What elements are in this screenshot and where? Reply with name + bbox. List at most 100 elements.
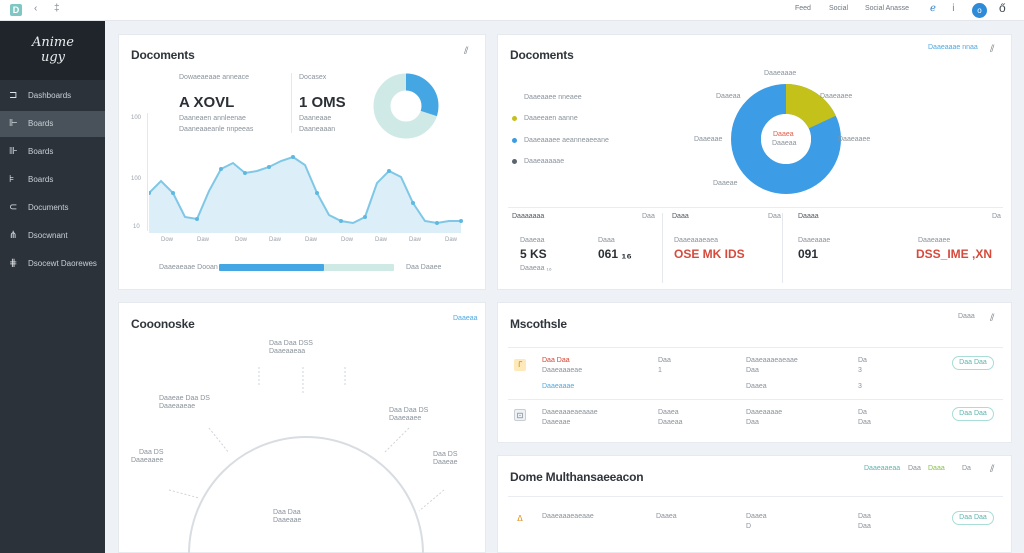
card-link[interactable]: Daaa <box>928 465 945 472</box>
row-cell: Daaeaaaeaeaae <box>746 357 798 364</box>
multi-card: Dome Multhansaeeacon Daaeaaeaa Daa Daaa … <box>497 455 1012 553</box>
sidebar-item-dsocewt-daorewes[interactable]: ⋕ Dsocewt Daorewes <box>0 251 105 277</box>
card-link[interactable]: Da <box>962 465 971 472</box>
stat-head: Da <box>992 213 1001 220</box>
area-dots <box>149 155 463 225</box>
arc-diagram-card: Cooonoske Daaeaa Daa Daa DSS Daaeaaeaa D… <box>118 302 486 553</box>
row-cell: Daa <box>746 419 759 426</box>
legend-dot <box>512 95 517 100</box>
app-logo[interactable]: D <box>10 4 22 16</box>
warning-icon: ᐃ <box>514 513 526 525</box>
row-title: Daa Daa <box>542 357 570 364</box>
arc-line <box>188 436 424 553</box>
x-axis-label: Daw <box>197 237 210 243</box>
settings-icon[interactable]: ő <box>999 1 1006 15</box>
info-icon[interactable]: ⅰ <box>952 3 955 14</box>
row-cell: 3 <box>858 383 862 390</box>
divider <box>662 213 663 283</box>
x-axis-label: Dow <box>341 237 354 243</box>
x-axis-label: Dow <box>161 237 174 243</box>
sidebar-item-label: Boards <box>28 119 54 128</box>
sidebar-item-dashboards[interactable]: ⊐ Dashboards <box>0 83 105 109</box>
stat-value: 1 OMS <box>299 94 346 111</box>
stat-note-value: DSS_IME ,XN <box>916 247 993 261</box>
connector-line <box>383 427 410 454</box>
node-label: Daa DS <box>433 451 458 458</box>
row-title: Daaeaaaeaeaaae <box>542 409 598 416</box>
menu-icon[interactable]: ‡ <box>54 3 60 14</box>
dashboard-icon: ⊐ <box>9 90 18 101</box>
stat-head: Daa <box>642 213 655 220</box>
row-cell: Da <box>858 409 867 416</box>
card-title: Dome Multhansaeeacon <box>510 470 644 484</box>
row-action-button[interactable]: Daa Daa <box>952 511 994 525</box>
account-icon[interactable]: ℯ <box>930 3 936 14</box>
area-point <box>149 191 151 195</box>
share-icon[interactable]: ⫽ <box>990 464 995 475</box>
nav-link-social[interactable]: Social <box>829 5 849 12</box>
row-cell: Da <box>858 357 867 364</box>
x-axis-label: Daw <box>445 237 458 243</box>
card-link[interactable]: Daaeaaeaa <box>864 465 901 472</box>
stat-label: Daaaaaaa <box>512 213 545 220</box>
share-icon[interactable]: ⫽ <box>990 44 995 55</box>
back-icon[interactable]: ‹ <box>34 3 38 14</box>
row-action-button[interactable]: Daa Daa <box>952 407 994 421</box>
board-icon: ⊩ <box>9 118 18 129</box>
row-sub: Daaeaae <box>542 419 571 426</box>
sidebar-item-boards-2[interactable]: ⊪ Boards <box>0 139 105 165</box>
card-title: Mscothsle <box>510 317 567 331</box>
node-sub: Daaeaaee <box>131 457 164 464</box>
legend-label: Daaeaaaaae <box>524 158 565 165</box>
stat-extra: Daaeaa ₁₆ <box>520 265 552 272</box>
area-point <box>363 215 367 219</box>
stat-label: Daaaa <box>798 213 819 220</box>
row-cell: Daaea <box>658 409 679 416</box>
row-link[interactable]: Daaeaaae <box>542 383 575 390</box>
avatar[interactable]: o <box>972 3 987 18</box>
sidebar-item-boards-active[interactable]: ⊩ Boards <box>0 111 105 137</box>
row-cell: 1 <box>658 367 662 374</box>
nav-link-feed[interactable]: Feed <box>795 5 811 12</box>
stat-sub: Daaeaa <box>520 237 545 244</box>
stat-sub: Daaneaae <box>299 115 332 122</box>
stat-note: Daaa <box>598 237 615 244</box>
stat-label: Docasex <box>299 74 327 81</box>
y-axis-line <box>147 113 148 231</box>
sidebar-item-dsocwnant[interactable]: ⋔ Dsocwnant <box>0 223 105 249</box>
area-point <box>243 171 247 175</box>
row-cell: Daaea <box>656 513 677 520</box>
node-sub: Daaeae <box>433 459 458 466</box>
pie-label: Daaeaaee <box>820 93 853 100</box>
row-cell: Daa <box>858 523 871 530</box>
area-point <box>387 169 391 173</box>
share-icon[interactable]: ⫽ <box>990 313 995 324</box>
pie-label: Daaeaae <box>694 136 723 143</box>
sidebar-brand: Anime ugy <box>0 21 105 80</box>
card-link[interactable]: Daa <box>908 465 921 472</box>
row-cell: Daaeaaaae <box>746 409 783 416</box>
stat-value: A XOVL <box>179 94 235 111</box>
card-link[interactable]: Daaa <box>958 313 975 320</box>
card-link[interactable]: Daaeaa <box>453 315 478 322</box>
grid-icon: ⋕ <box>9 258 18 269</box>
row-action-button[interactable]: Daa Daa <box>952 356 994 370</box>
card-title: Docoments <box>131 48 195 62</box>
node-sub: Daaeaaeae <box>159 403 196 410</box>
pie-label: Daaeaa <box>716 93 741 100</box>
nav-link-social-anasse[interactable]: Social Anasse <box>865 5 909 12</box>
documents-chart-card: Docoments ⫽ Dowaeaeaae anneace A XOVL Da… <box>118 34 486 290</box>
x-axis-label: Daw <box>269 237 282 243</box>
node-label: Daaeae Daa DS <box>159 395 210 402</box>
area-point <box>171 191 175 195</box>
share-icon[interactable]: ⫽ <box>464 46 469 57</box>
brand-logo[interactable]: Anime ugy <box>32 35 74 65</box>
row-cell: Daaea <box>746 513 767 520</box>
sidebar-item-boards-3[interactable]: ⊧ Boards <box>0 167 105 193</box>
node-label: Daa Daa DSS <box>269 340 313 347</box>
sidebar-item-documents[interactable]: ⊂ Documents <box>0 195 105 221</box>
stat-sub: Daaneaaeanle nnpeeas <box>179 126 254 133</box>
view-all-link[interactable]: Daaeaaae nnaa <box>928 44 978 51</box>
divider <box>782 213 783 283</box>
row-cell: Daa <box>746 367 759 374</box>
